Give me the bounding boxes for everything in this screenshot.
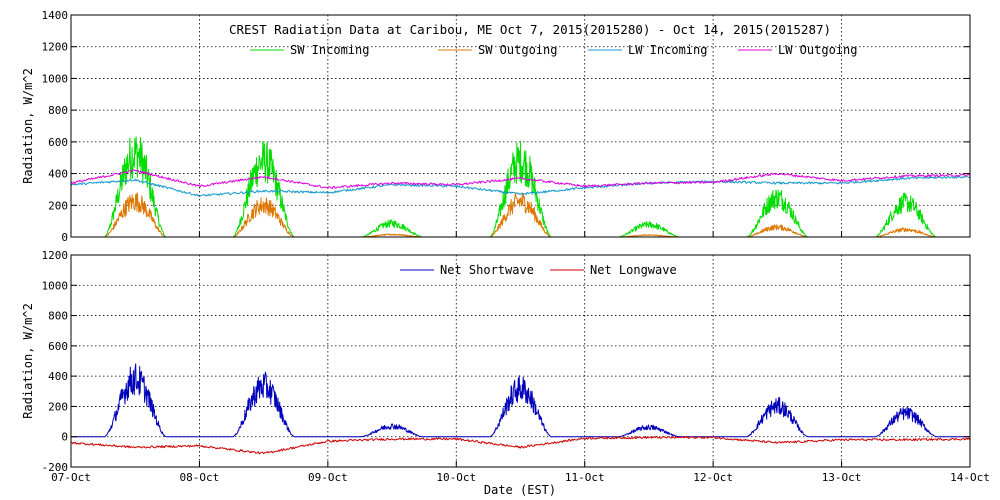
- x-tick-label: 07-Oct: [51, 471, 91, 484]
- x-tick-label: 11-Oct: [565, 471, 605, 484]
- y-tick-label: 600: [48, 340, 68, 353]
- series-line-net-longwave: [70, 435, 971, 455]
- y-tick-label: 200: [48, 400, 68, 413]
- bottom-plot-frame: [70, 254, 971, 468]
- x-axis-label: Date (EST): [484, 483, 556, 497]
- bottom-y-ticks: -200 0 200 400 600 800 1000 1200: [42, 249, 970, 474]
- x-tick-label: 08-Oct: [180, 471, 220, 484]
- y-tick-label: 400: [48, 370, 68, 383]
- bottom-y-axis-label: Radiation, W/m^2: [21, 303, 35, 419]
- x-tick-label: 09-Oct: [308, 471, 348, 484]
- x-tick-label: 13-Oct: [822, 471, 862, 484]
- y-tick-label: 800: [48, 310, 68, 323]
- y-tick-label: -200: [42, 461, 69, 474]
- series-line-lw-outgoing: [70, 169, 970, 190]
- y-tick-label: 1200: [42, 249, 69, 262]
- y-tick-label: 1400: [42, 9, 69, 22]
- legend-label-sw-outgoing: SW Outgoing: [478, 43, 557, 57]
- chart-title: CREST Radiation Data at Caribou, ME Oct …: [229, 22, 831, 37]
- bottom-panel: -200 0 200 400 600 800 1000 1200 07-Oct 08-Oct 09…: [21, 249, 990, 497]
- y-tick-label: 1200: [42, 41, 69, 54]
- legend-label-net-longwave: Net Longwave: [590, 263, 677, 277]
- y-tick-label: 0: [61, 231, 68, 244]
- series-line-net-shortwave: [70, 363, 971, 438]
- x-tick-label: 10-Oct: [436, 471, 476, 484]
- legend-label-sw-incoming: SW Incoming: [290, 43, 369, 57]
- x-tick-label: 14-Oct: [950, 471, 990, 484]
- legend-label-lw-outgoing: LW Outgoing: [778, 43, 857, 57]
- legend-label-lw-incoming: LW Incoming: [628, 43, 707, 57]
- top-legend: SW Incoming SW Outgoing LW Incoming LW Outg…: [250, 43, 857, 57]
- y-tick-label: 0: [61, 431, 68, 444]
- top-y-axis-label: Radiation, W/m^2: [21, 68, 35, 184]
- y-tick-label: 800: [48, 104, 68, 117]
- top-panel: 0 200 400 600 800 1000 1200 1400 CREST Radiatio…: [21, 9, 971, 244]
- bottom-gridlines: [71, 255, 970, 467]
- series-line-lw-incoming: [70, 175, 971, 198]
- y-tick-label: 1000: [42, 72, 69, 85]
- legend-label-net-shortwave: Net Shortwave: [440, 263, 534, 277]
- y-tick-label: 200: [48, 199, 68, 212]
- y-tick-label: 400: [48, 168, 68, 181]
- y-tick-label: 1000: [42, 279, 69, 292]
- x-tick-label: 12-Oct: [693, 471, 733, 484]
- y-tick-label: 600: [48, 136, 68, 149]
- top-plot-frame: [70, 14, 971, 238]
- bottom-x-ticks: 07-Oct 08-Oct 09-Oct 10-Oct 11-Oct 12-Oct 13-O…: [51, 461, 990, 484]
- bottom-legend: Net Shortwave Net Longwave: [400, 263, 677, 277]
- top-y-ticks: 0 200 400 600 800 1000 1200 1400: [42, 9, 971, 244]
- bottom-series-group: [70, 363, 971, 455]
